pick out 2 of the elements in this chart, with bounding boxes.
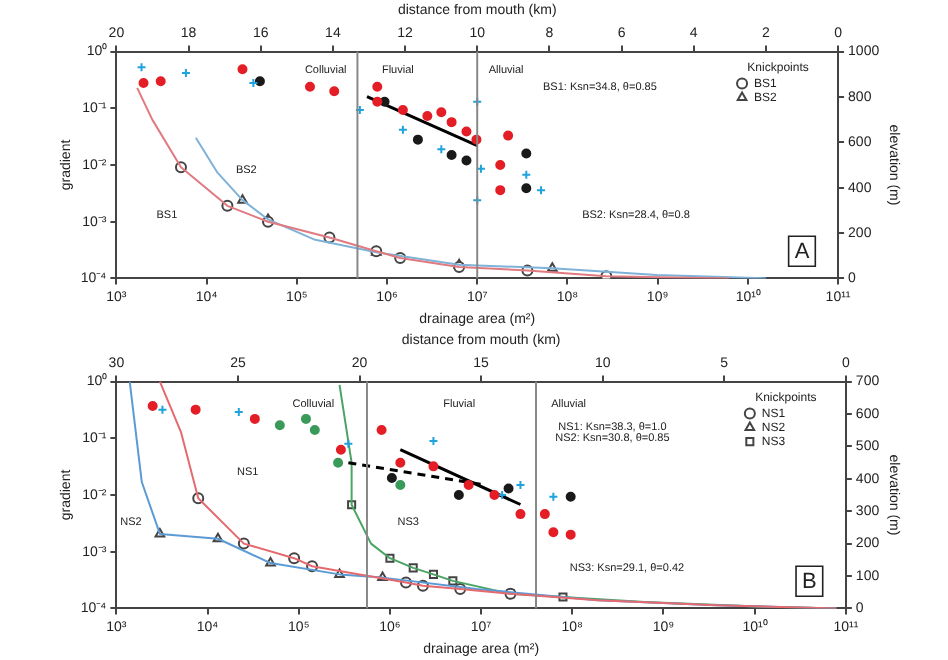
annotation: B <box>802 570 817 595</box>
annotation: A <box>794 240 811 265</box>
